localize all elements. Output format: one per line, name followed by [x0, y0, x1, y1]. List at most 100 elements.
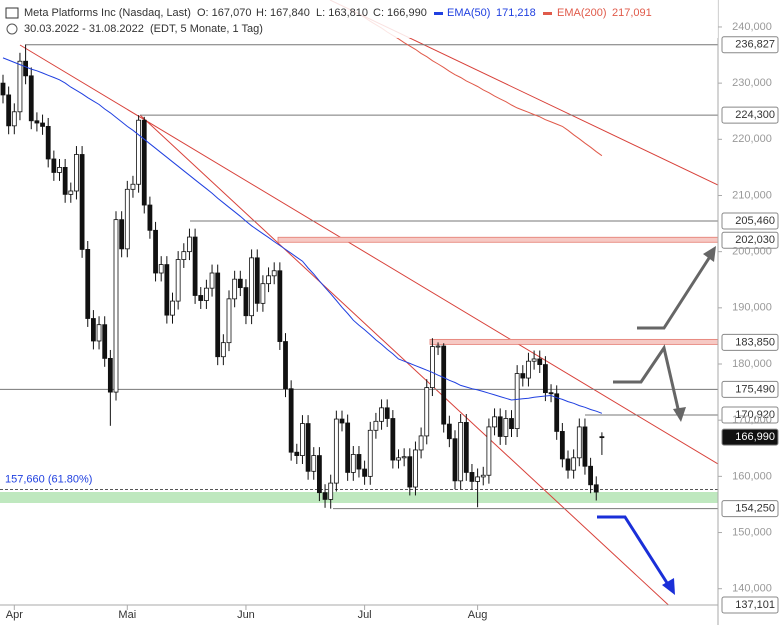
quote: H: 167,840	[256, 7, 310, 19]
quote: C: 166,990	[373, 7, 427, 19]
legend-value: 171,218	[496, 7, 536, 19]
candle-body	[28, 75, 34, 122]
arrows	[597, 246, 716, 595]
candle-body	[51, 158, 57, 173]
candle-body	[396, 457, 401, 461]
candle-body	[429, 346, 435, 389]
candle-body	[599, 436, 605, 439]
title: Meta Platforms Inc (Nasdaq, Last)	[24, 7, 191, 19]
candle-body	[311, 455, 317, 472]
level-box	[721, 428, 779, 446]
candle-body	[458, 422, 464, 482]
x-tick-label: Jun	[237, 609, 255, 621]
candle-body	[68, 190, 74, 195]
y-tick-label: 180,000	[732, 358, 772, 370]
candle-body	[130, 183, 136, 190]
level-label: 170,920	[735, 409, 775, 421]
y-tick-label: 160,000	[732, 470, 772, 482]
candle-body	[260, 283, 266, 304]
level-band	[429, 338, 719, 345]
candle-body	[322, 492, 328, 500]
candle-body	[147, 204, 153, 231]
fib-label: 157,660 (61.80%)	[5, 473, 92, 485]
candle-body	[593, 484, 599, 493]
candle-body	[113, 219, 119, 393]
candle-body	[23, 60, 29, 77]
candle-body	[74, 154, 79, 192]
candle-body	[175, 259, 181, 302]
candle-body	[548, 392, 554, 395]
level-box	[721, 106, 779, 124]
level-label: 224,300	[735, 109, 775, 121]
y-tick-label: 240,000	[732, 21, 772, 33]
trendline	[139, 114, 670, 605]
candle-body	[192, 236, 198, 296]
candle-body	[283, 341, 288, 390]
candle-body	[17, 60, 23, 113]
candle-body	[215, 272, 221, 358]
candle-body	[271, 270, 277, 277]
candle-body	[6, 94, 12, 127]
trendlines	[19, 0, 718, 605]
candle-body	[384, 407, 390, 419]
candle-body	[571, 457, 577, 471]
candle-body	[79, 154, 85, 250]
arrow	[597, 515, 671, 587]
clock-icon	[6, 23, 18, 35]
y-tick-label: 220,000	[732, 133, 772, 145]
candle-body	[141, 119, 147, 206]
level-box	[721, 231, 779, 249]
level-label: 175,490	[735, 383, 775, 395]
level-label: 137,101	[735, 599, 775, 611]
quote: O: 167,070	[197, 7, 251, 19]
candle-body	[441, 345, 447, 425]
level-box	[721, 333, 779, 351]
candle-body	[288, 388, 294, 453]
candle-body	[514, 373, 520, 430]
y-tick-label: 170,000	[732, 414, 772, 426]
candle-body	[220, 342, 226, 358]
candle-body	[119, 219, 125, 250]
candle-body	[249, 257, 255, 317]
candle-body	[339, 418, 345, 424]
chart-icon	[5, 7, 19, 19]
level-box	[721, 596, 779, 614]
candle-body	[277, 270, 283, 342]
y-tick-label: 230,000	[732, 77, 772, 89]
candle-body	[266, 275, 271, 285]
info: (EDT, 5 Monate, 1 Tag)	[150, 23, 263, 35]
arrow	[637, 254, 713, 330]
arrowhead	[673, 407, 686, 422]
support-zone	[0, 492, 718, 503]
legend-label: EMA(200)	[557, 7, 607, 19]
candle-body	[362, 468, 368, 477]
quote: L: 163,810	[316, 7, 368, 19]
candle-body	[413, 449, 418, 488]
candle-body	[446, 423, 452, 440]
candle-body	[0, 82, 6, 96]
level-label: 166,990	[735, 431, 775, 443]
candle-body	[543, 364, 548, 394]
candle-body	[305, 423, 311, 472]
candle-body	[367, 429, 373, 477]
candle-body	[158, 264, 164, 274]
arrow	[613, 344, 681, 414]
candle-body	[96, 324, 102, 342]
candle-body	[254, 257, 260, 304]
candle-body	[435, 345, 441, 348]
candle-body	[187, 236, 192, 253]
candle-body	[237, 278, 243, 289]
ema-line	[358, 13, 603, 157]
candle-body	[554, 393, 560, 432]
y-tick-label: 190,000	[732, 302, 772, 314]
candle-body	[401, 456, 407, 459]
arrowhead	[662, 578, 675, 595]
x-tick-label: Aug	[468, 609, 488, 621]
candle-body	[124, 188, 130, 250]
candle-body	[45, 125, 51, 160]
level-band	[277, 236, 719, 243]
candle-body	[509, 418, 514, 430]
candle-body	[164, 264, 170, 316]
candle-body	[243, 287, 249, 317]
